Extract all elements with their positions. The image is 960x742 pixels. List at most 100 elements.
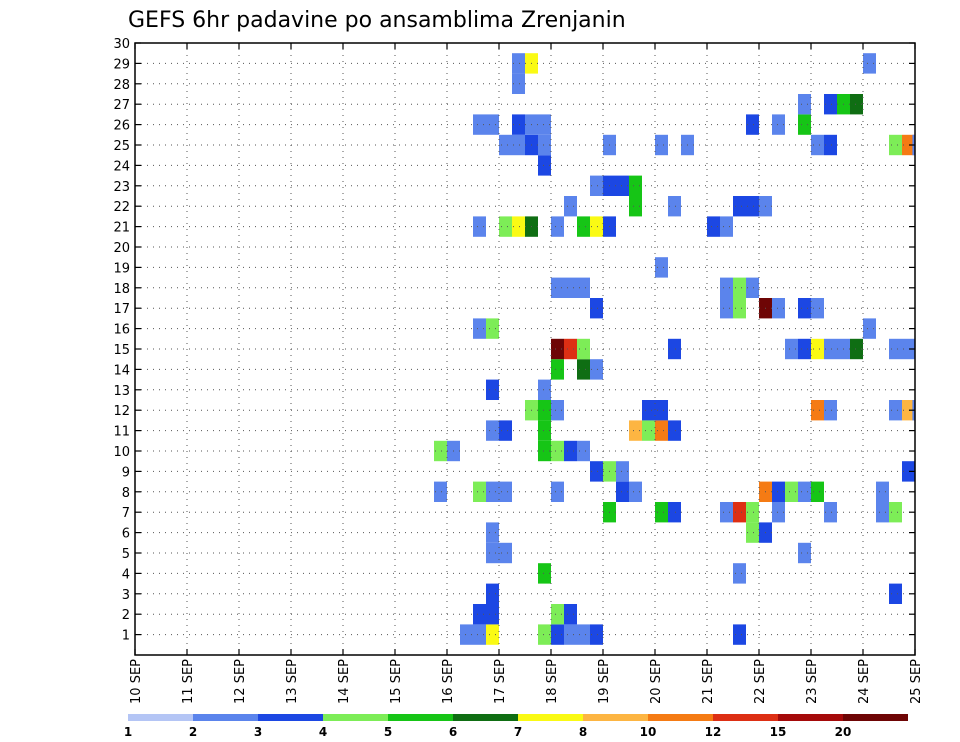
x-tick-label: 12 SEP bbox=[233, 659, 248, 704]
heatmap-cell bbox=[512, 53, 525, 74]
heatmap-cell bbox=[733, 277, 746, 298]
heatmap-cell bbox=[577, 338, 590, 360]
heatmap-cell bbox=[577, 624, 590, 645]
y-tick-label: 5 bbox=[122, 547, 130, 562]
heatmap-cell bbox=[473, 481, 486, 502]
heatmap-cell bbox=[486, 604, 499, 625]
heatmap-cell bbox=[655, 134, 668, 156]
colorbar-swatch bbox=[713, 714, 778, 721]
heatmap-cell bbox=[512, 216, 525, 237]
heatmap-cell bbox=[811, 134, 824, 156]
heatmap-cell bbox=[811, 400, 824, 421]
heatmap-cell bbox=[434, 481, 447, 502]
colorbar-label: 1 bbox=[124, 725, 132, 739]
colorbar-label: 15 bbox=[770, 725, 787, 739]
colorbar-swatch bbox=[778, 714, 843, 721]
heatmap-cell bbox=[772, 114, 785, 135]
y-tick-label: 9 bbox=[122, 465, 130, 480]
heatmap-cell bbox=[473, 216, 486, 237]
y-tick-label: 21 bbox=[113, 221, 130, 236]
heatmap-cell bbox=[473, 604, 486, 625]
heatmap-cell bbox=[876, 502, 889, 523]
heatmap-cell bbox=[590, 216, 603, 237]
colorbar-swatch bbox=[323, 714, 388, 721]
heatmap-cell bbox=[551, 277, 564, 298]
y-tick-label: 24 bbox=[113, 159, 130, 174]
x-tick-label: 10 SEP bbox=[129, 659, 144, 704]
heatmap-cell bbox=[902, 134, 915, 156]
x-tick-label: 25 SEP bbox=[909, 659, 924, 704]
heatmap-cell bbox=[850, 338, 863, 360]
y-tick-label: 6 bbox=[122, 527, 130, 542]
heatmap-cell bbox=[460, 624, 473, 645]
y-tick-label: 12 bbox=[113, 404, 130, 419]
colorbar-swatch bbox=[583, 714, 648, 721]
y-tick-label: 28 bbox=[113, 78, 130, 93]
heatmap-cell bbox=[590, 175, 603, 196]
heatmap-cell bbox=[733, 298, 746, 319]
heatmap-cell bbox=[720, 502, 733, 523]
x-tick-label: 22 SEP bbox=[753, 659, 768, 704]
y-tick-label: 22 bbox=[113, 200, 130, 215]
heatmap-cell bbox=[486, 114, 499, 135]
heatmap-cell bbox=[486, 542, 499, 564]
heatmap-cell bbox=[733, 624, 746, 645]
heatmap-cell bbox=[746, 196, 759, 217]
heatmap-cell bbox=[707, 216, 720, 237]
heatmap-cell bbox=[720, 298, 733, 319]
heatmap-cell bbox=[668, 502, 681, 523]
heatmap-cell bbox=[512, 114, 525, 135]
colorbar-swatch bbox=[128, 714, 193, 721]
heatmap-cell bbox=[616, 481, 629, 502]
heatmap-cell bbox=[473, 318, 486, 339]
colorbar-label: 10 bbox=[640, 725, 657, 739]
y-tick-label: 16 bbox=[113, 323, 130, 338]
heatmap-cell bbox=[889, 502, 902, 523]
heatmap-cell bbox=[655, 420, 668, 441]
heatmap-cell bbox=[577, 359, 590, 380]
heatmap-cell bbox=[564, 624, 577, 645]
heatmap-cell bbox=[772, 481, 785, 502]
heatmap-cell bbox=[876, 481, 889, 502]
heatmap-cell bbox=[564, 604, 577, 625]
heatmap-cell bbox=[824, 338, 837, 360]
heatmap-cell bbox=[655, 502, 668, 523]
y-tick-label: 1 bbox=[122, 629, 130, 644]
y-tick-label: 3 bbox=[122, 588, 130, 603]
heatmap-cell bbox=[564, 440, 577, 462]
x-tick-label: 15 SEP bbox=[389, 659, 404, 704]
y-tick-label: 23 bbox=[113, 180, 130, 195]
colorbar-label: 20 bbox=[835, 725, 852, 739]
y-tick-label: 19 bbox=[113, 261, 130, 276]
heatmap-cell bbox=[824, 502, 837, 523]
heatmap-cell bbox=[746, 522, 759, 543]
heatmap-cell bbox=[902, 338, 915, 360]
y-tick-label: 13 bbox=[113, 384, 130, 399]
heatmap-cell bbox=[642, 400, 655, 421]
heatmap-cell bbox=[473, 624, 486, 645]
heatmap-cell bbox=[499, 420, 512, 441]
heatmap-cell bbox=[538, 563, 551, 584]
heatmap-cell bbox=[486, 583, 499, 604]
heatmap-cell bbox=[473, 114, 486, 135]
heatmap-cell bbox=[577, 216, 590, 237]
heatmap-cell bbox=[538, 379, 551, 400]
heatmap-cell bbox=[889, 400, 902, 421]
heatmap-cell bbox=[655, 257, 668, 278]
heatmap-cell bbox=[772, 502, 785, 523]
heatmap-cell bbox=[798, 298, 811, 319]
colorbar-label: 3 bbox=[254, 725, 262, 739]
heatmap-cell bbox=[486, 481, 499, 502]
heatmap-cell bbox=[811, 338, 824, 360]
heatmap-cell bbox=[616, 175, 629, 196]
x-tick-label: 13 SEP bbox=[285, 659, 300, 704]
y-tick-label: 17 bbox=[113, 302, 130, 317]
heatmap-cell bbox=[499, 216, 512, 237]
colorbar-label: 6 bbox=[449, 725, 457, 739]
heatmap-cell bbox=[720, 277, 733, 298]
heatmap-cell bbox=[538, 134, 551, 156]
heatmap-cell bbox=[733, 563, 746, 584]
heatmap-cell bbox=[798, 338, 811, 360]
heatmap-cell bbox=[733, 196, 746, 217]
